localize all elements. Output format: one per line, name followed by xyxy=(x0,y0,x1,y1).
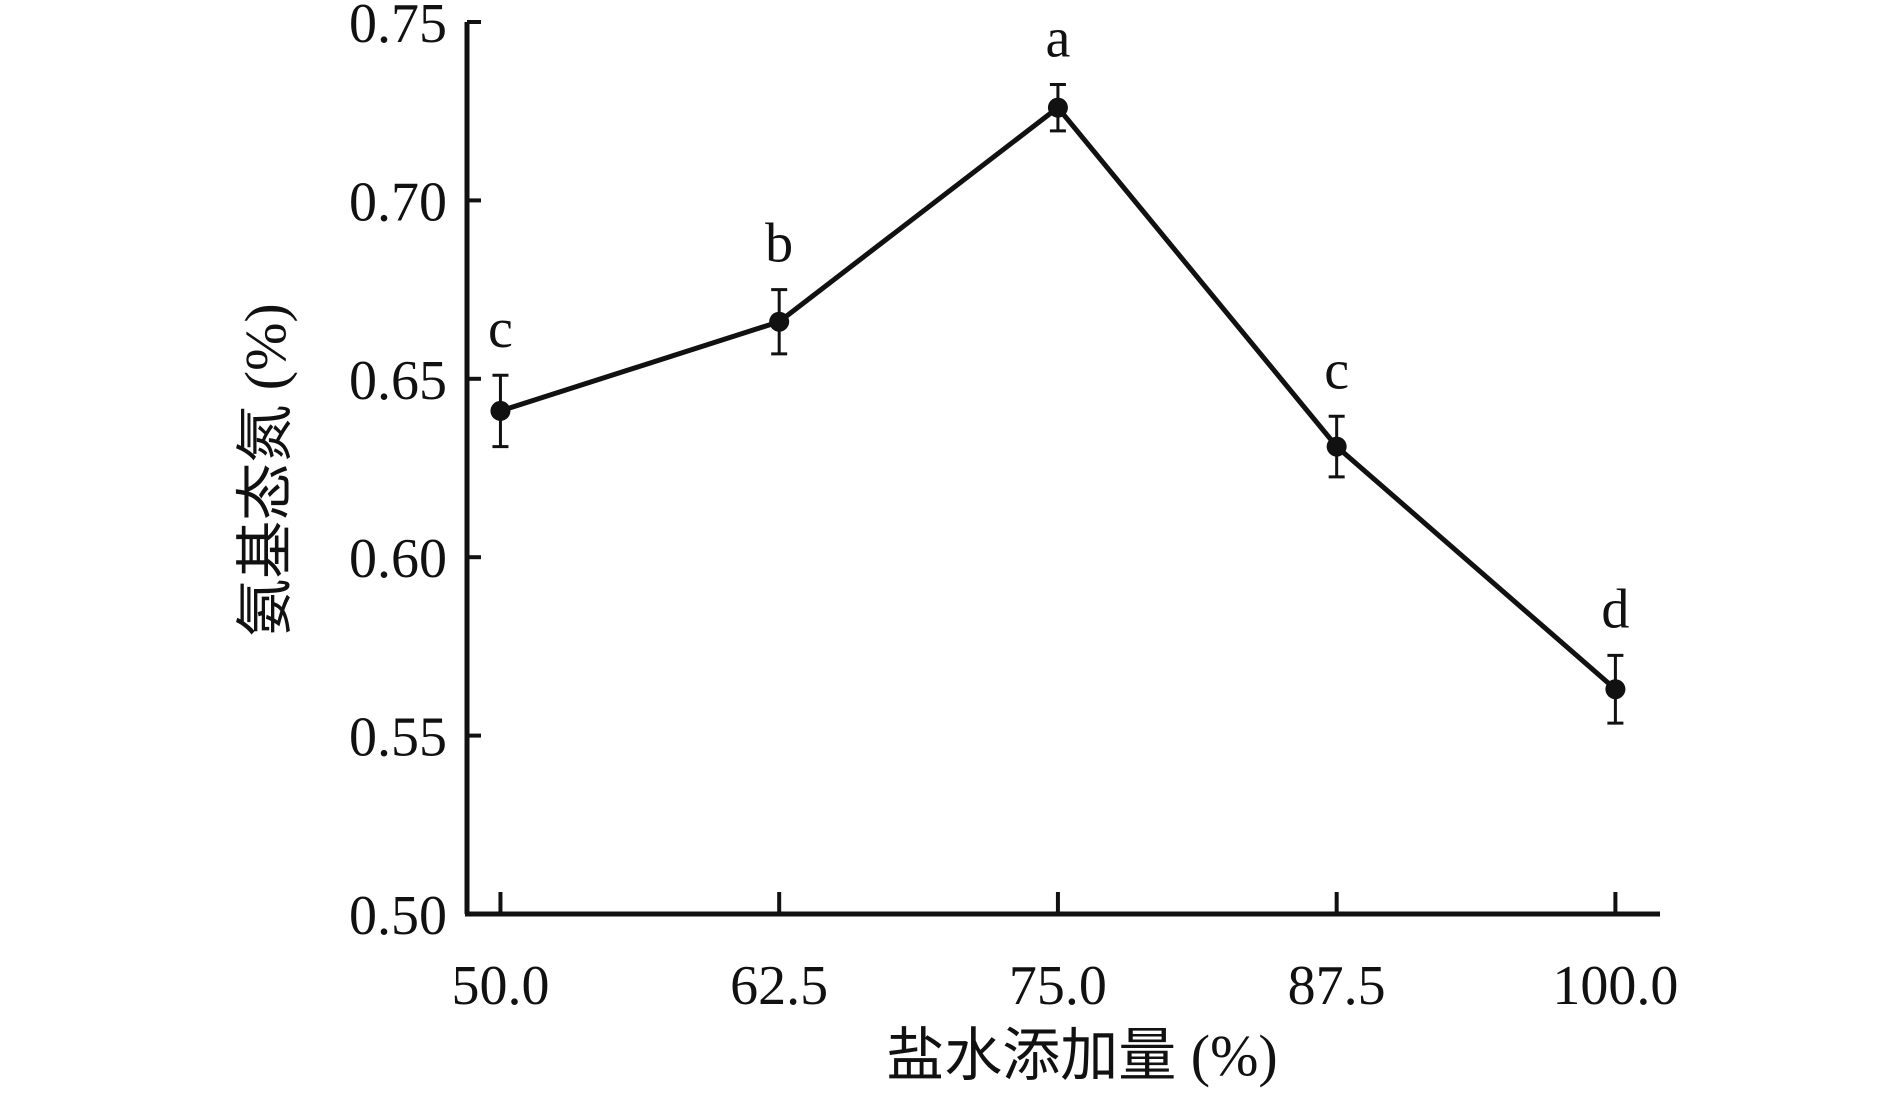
significance-label: a xyxy=(1045,7,1070,69)
data-point xyxy=(1605,679,1626,700)
significance-label: d xyxy=(1601,578,1629,640)
series-line xyxy=(499,104,1618,692)
significance-labels: c b a c d xyxy=(488,7,1629,640)
ticks: 0.50 0.55 0.60 0.65 0.70 0.75 50.0 62.5 75.0 87.5… xyxy=(349,0,1678,1017)
y-tick-label: 0.70 xyxy=(349,171,447,233)
y-axis-title: 氨基态氮 (%) xyxy=(233,303,298,636)
y-tick-label: 0.50 xyxy=(349,885,447,947)
x-tick-label: 87.5 xyxy=(1288,955,1386,1017)
significance-label: b xyxy=(765,213,793,275)
x-tick-label: 50.0 xyxy=(451,955,549,1017)
data-point xyxy=(769,311,790,332)
x-axis-title: 盐水添加量 (%) xyxy=(886,1023,1277,1088)
axes xyxy=(464,22,1660,917)
data-point xyxy=(490,400,511,421)
significance-label: c xyxy=(488,298,513,360)
y-tick-label: 0.55 xyxy=(349,707,447,769)
error-bars xyxy=(492,82,1624,725)
data-point xyxy=(1326,436,1347,457)
y-tick-label: 0.65 xyxy=(349,350,447,412)
significance-label: c xyxy=(1324,339,1349,401)
x-tick-label: 62.5 xyxy=(730,955,828,1017)
series-line-layer xyxy=(499,104,1618,692)
x-tick-label: 75.0 xyxy=(1009,955,1107,1017)
y-tick-label: 0.60 xyxy=(349,528,447,590)
data-points xyxy=(490,97,1626,700)
y-tick-label: 0.75 xyxy=(349,0,447,55)
data-point xyxy=(1047,97,1068,118)
x-tick-label: 100.0 xyxy=(1552,955,1678,1017)
